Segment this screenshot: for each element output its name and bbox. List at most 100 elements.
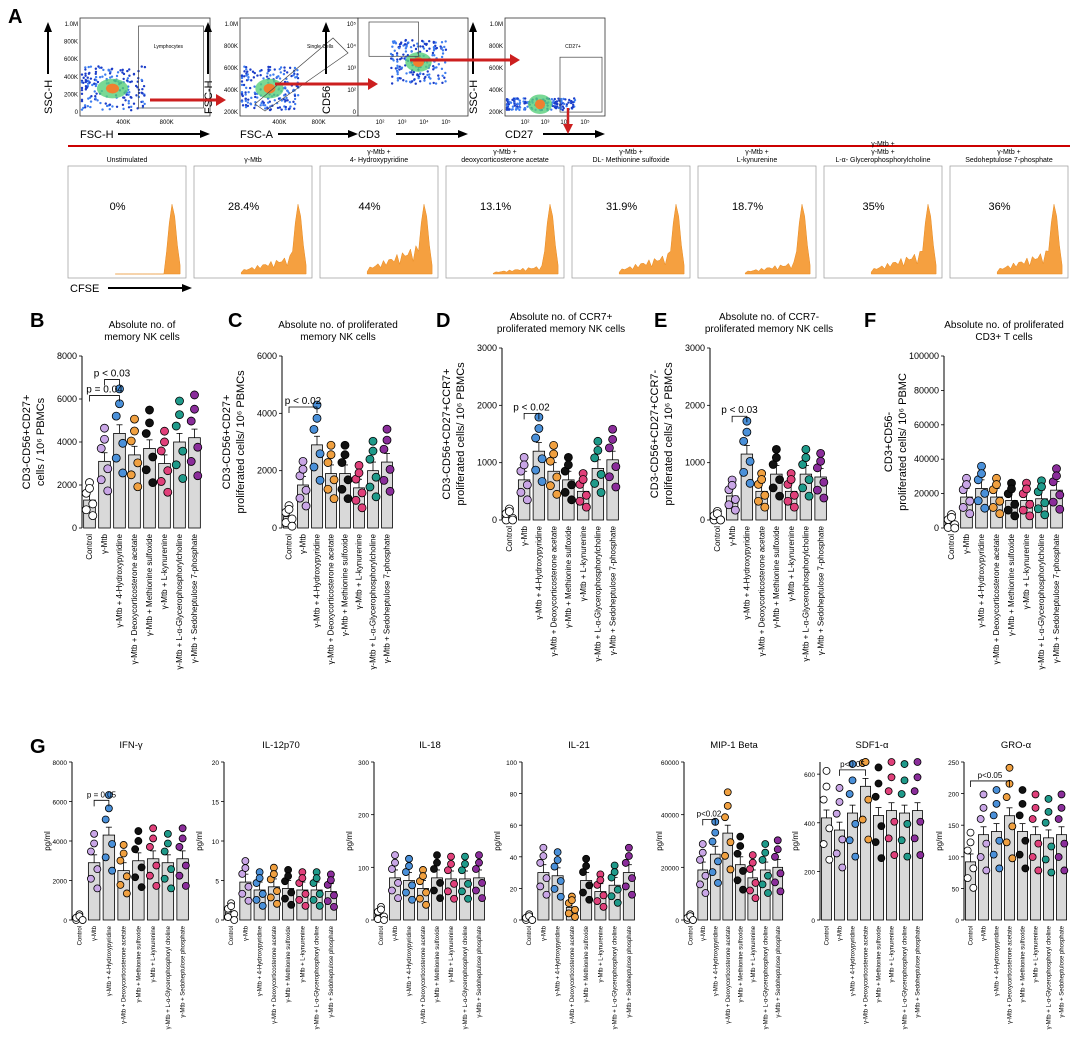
flow-event-dot (570, 100, 573, 103)
flow-event-dot (413, 78, 416, 81)
data-point (760, 502, 770, 512)
data-point (227, 902, 236, 911)
data-point (326, 450, 336, 460)
bar (722, 832, 734, 921)
data-point (430, 886, 438, 895)
data-point (822, 782, 831, 791)
data-point (628, 890, 636, 899)
category-label: γ-Mtb + Sedoheptulose 7-phosphate (190, 533, 199, 663)
data-point (145, 418, 154, 428)
data-point (579, 888, 587, 897)
flow-event-dot (293, 97, 297, 101)
y-axis-label: pg/ml (345, 831, 354, 851)
flow-event-dot (96, 99, 99, 102)
panel-letter-g: G (30, 736, 46, 758)
flow-event-dot (107, 68, 110, 72)
data-point (312, 874, 321, 882)
data-point (141, 429, 151, 438)
flow-event-dot (290, 74, 293, 78)
data-point (1031, 790, 1040, 799)
data-point (726, 865, 735, 874)
data-point (897, 790, 906, 798)
data-point (775, 491, 784, 501)
flow-event-dot (565, 103, 569, 106)
data-point (593, 897, 602, 906)
data-point (1022, 484, 1031, 494)
p-value-label: p < 0.03 (94, 369, 131, 380)
y-tick-label: 200 (358, 813, 369, 820)
data-point (590, 479, 600, 488)
flow-event-dot (557, 106, 560, 110)
flow-ylabel: SSC-H (468, 80, 480, 114)
data-point (714, 879, 722, 887)
data-point (628, 874, 636, 883)
flow-event-dot (424, 75, 427, 79)
histogram-title: γ-Mtb + (871, 141, 895, 148)
flow-event-dot (83, 104, 87, 107)
flow-event-dot (284, 107, 287, 111)
y-tick-label: 200 (948, 792, 959, 799)
panel-letter-d: D (436, 310, 451, 332)
flow-event-dot (256, 96, 259, 99)
data-point (835, 784, 844, 792)
data-point (137, 883, 146, 892)
y-tick-label: 2000 (685, 400, 705, 410)
flow-event-dot (423, 79, 426, 82)
data-point (402, 868, 410, 876)
flow-event-dot (115, 74, 119, 78)
flow-event-dot (256, 74, 259, 77)
flow-ytick-label: 1.0M (490, 22, 503, 28)
data-point (405, 862, 413, 870)
data-point (605, 472, 614, 482)
flow-event-dot (293, 94, 297, 98)
category-label: γ-Mtb + L-α-Glycerophosphoryl choline (613, 925, 619, 1029)
data-point (567, 480, 576, 490)
flow-gate-1: Lymphocytes 1.0M 800K 600K 400K 200K 0 400K 800K… (43, 17, 211, 141)
gate-name: CD27+ (565, 44, 581, 50)
flow-ytick-label: 400K (489, 88, 503, 94)
flow-event-dot (412, 44, 416, 47)
flow-event-dot (405, 45, 408, 48)
gate-outline (138, 25, 204, 109)
flow-event-dot (94, 84, 98, 88)
y-axis-label: CD3-CD56+CD27+CCR7+ (441, 368, 453, 499)
flow-event-dot (404, 50, 408, 53)
chart-title: Absolute no. of proliferated (278, 320, 398, 331)
p-value-label: p < 0.02 (285, 396, 322, 407)
flow-ytick-label: 10⁴ (347, 43, 357, 50)
flow-event-dot (399, 42, 403, 45)
flow-event-dot (94, 72, 97, 76)
chart-title: memory NK cells (104, 332, 180, 343)
p-value-label: p < 0.02 (513, 402, 550, 413)
p-value-label: p<0.05 (840, 760, 865, 769)
flow-event-dot (433, 66, 436, 70)
significance-bracket (89, 395, 120, 402)
flow-event-dot (524, 107, 527, 110)
data-point (93, 865, 102, 874)
flow-event-dot (410, 50, 413, 53)
data-point (739, 867, 747, 875)
data-point (365, 482, 375, 492)
data-point (992, 480, 1001, 489)
data-point (1010, 511, 1020, 521)
category-label: γ-Mtb (728, 525, 737, 546)
data-point (163, 839, 172, 848)
data-point (832, 809, 841, 818)
data-point (819, 840, 828, 848)
flow-event-dot (253, 71, 256, 75)
y-tick-label: 0 (365, 918, 369, 925)
data-point (910, 834, 919, 843)
flow-event-dot (422, 72, 425, 76)
data-point (730, 495, 740, 504)
significance-bracket (839, 769, 866, 776)
data-point (816, 448, 826, 458)
flow-event-dot (411, 39, 414, 42)
data-point (624, 852, 633, 860)
data-point (472, 886, 480, 895)
data-point (148, 478, 158, 487)
data-point (1048, 497, 1058, 507)
histogram-fill (744, 204, 811, 275)
data-point (478, 894, 486, 902)
flow-event-dot (108, 107, 111, 111)
data-point (433, 851, 441, 860)
